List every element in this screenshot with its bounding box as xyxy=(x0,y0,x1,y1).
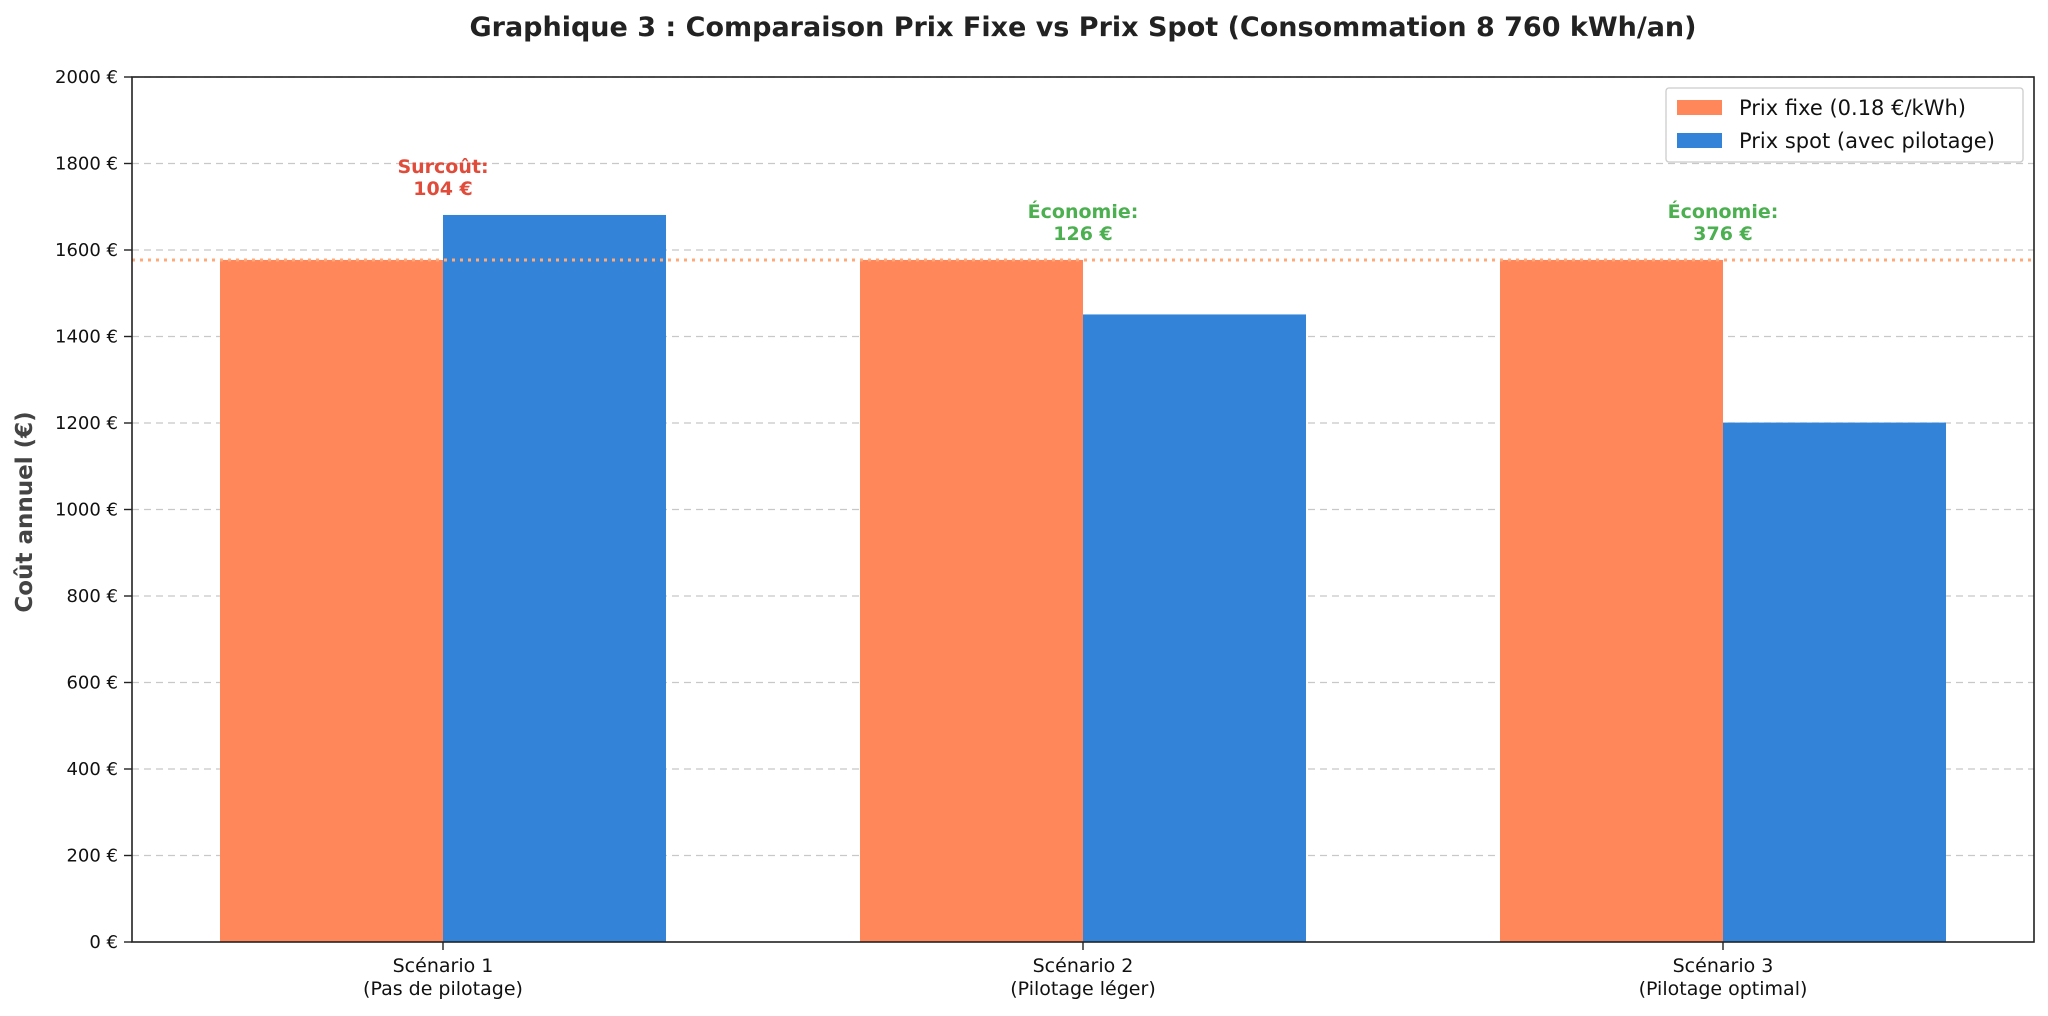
annotation-label: Surcoût: 104 € xyxy=(397,156,488,200)
y-tick-label: 1000 € xyxy=(55,500,118,521)
x-tick-label: Scénario 2 (Pilotage léger) xyxy=(1010,955,1155,1000)
bar-prix-fixe xyxy=(1500,259,1723,942)
y-tick-label: 600 € xyxy=(66,673,118,694)
legend-label: Prix spot (avec pilotage) xyxy=(1739,129,1995,153)
chart-title: Graphique 3 : Comparaison Prix Fixe vs P… xyxy=(469,12,1696,43)
annotation-line: 126 € xyxy=(1053,223,1113,245)
annotation-label: Économie: 126 € xyxy=(1028,200,1139,245)
legend-swatch xyxy=(1677,100,1722,115)
y-tick-label: 2000 € xyxy=(55,67,118,88)
annotations: Surcoût: 104 €Économie: 126 €Économie: 376 … xyxy=(397,156,1778,245)
annotation-line: Surcoût: xyxy=(397,156,488,178)
y-tick-label: 0 € xyxy=(89,932,118,953)
x-tick-label-line: (Pas de pilotage) xyxy=(363,978,523,1000)
annotation-line: 376 € xyxy=(1693,223,1753,245)
y-tick-label: 1800 € xyxy=(55,154,118,175)
x-tick-label-line: Scénario 3 xyxy=(1673,955,1774,977)
y-tick-label: 400 € xyxy=(66,759,118,780)
bar-prix-spot xyxy=(1723,422,1946,942)
annotation-label: Économie: 376 € xyxy=(1668,200,1779,245)
annotation-line: 104 € xyxy=(413,178,473,200)
y-tick-label: 1600 € xyxy=(55,240,118,261)
annotation-line: Économie: xyxy=(1668,200,1779,223)
y-tick-label: 800 € xyxy=(66,586,118,607)
bar-prix-fixe xyxy=(860,259,1083,942)
legend-swatch xyxy=(1677,133,1722,148)
x-tick-label-line: Scénario 2 xyxy=(1033,955,1134,977)
y-ticks: 0 € 200 € 400 € 600 € 800 € 1000 € 1200 € 1400 … xyxy=(55,67,132,953)
y-tick-label: 200 € xyxy=(66,846,118,867)
y-tick-label: 1200 € xyxy=(55,413,118,434)
bar-prix-spot xyxy=(443,214,666,942)
legend-box xyxy=(1665,87,2024,163)
x-tick-label-line: (Pilotage léger) xyxy=(1010,978,1155,1000)
x-tick-label-line: Scénario 1 xyxy=(393,955,494,977)
x-tick-label-line: (Pilotage optimal) xyxy=(1639,978,1808,1000)
y-axis-label: Coût annuel (€) xyxy=(12,411,38,612)
legend-label: Prix fixe (0.18 €/kWh) xyxy=(1739,96,1966,120)
bar-prix-spot xyxy=(1083,314,1306,942)
annotation-line: Économie: xyxy=(1028,200,1139,223)
legend: Prix fixe (0.18 €/kWh) Prix spot (avec pi… xyxy=(1665,87,2024,163)
x-categories: Scénario 1 (Pas de pilotage)Scénario 2 (Pi… xyxy=(363,942,1807,1000)
x-tick-label: Scénario 3 (Pilotage optimal) xyxy=(1639,955,1808,1000)
x-tick-label: Scénario 1 (Pas de pilotage) xyxy=(363,955,523,1000)
y-tick-label: 1400 € xyxy=(55,327,118,348)
bars xyxy=(220,214,1946,942)
bar-prix-fixe xyxy=(220,259,443,942)
